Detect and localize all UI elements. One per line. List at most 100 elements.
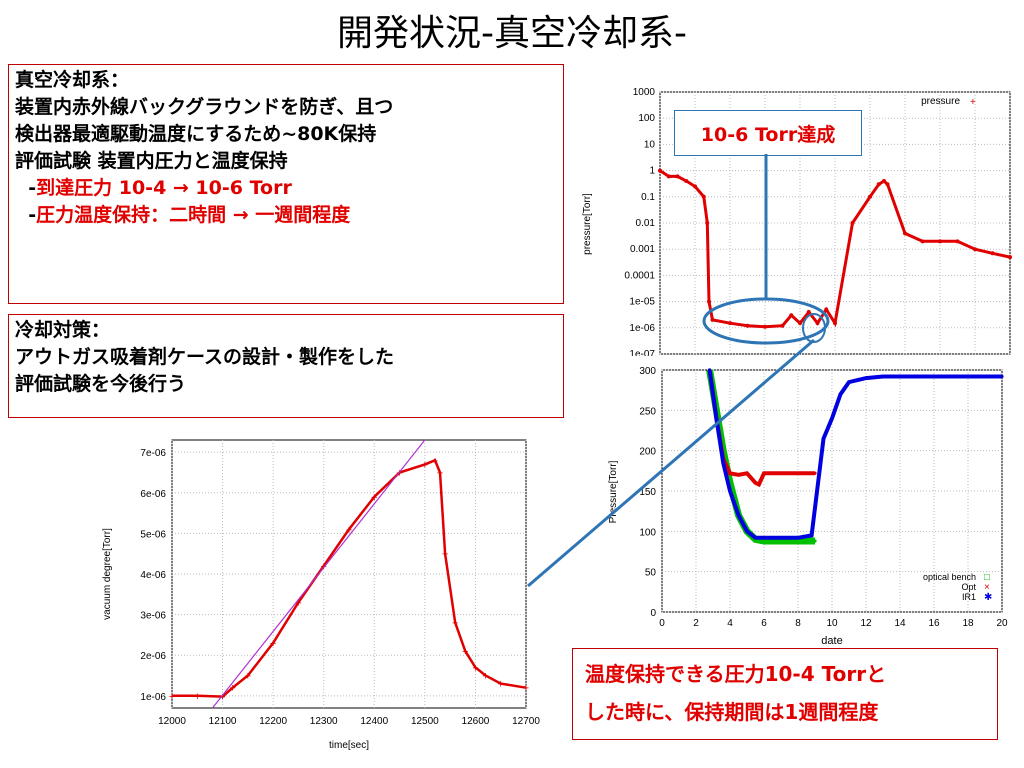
zoom-point: + [245, 671, 251, 683]
temperature-point [864, 376, 868, 380]
holding-period-callout: 温度保持できる圧力10-4 Torrと した時に、保持期間は1週間程度 [572, 648, 998, 740]
pressure-point [973, 247, 977, 252]
pressure-point [876, 182, 881, 187]
temperature-point [813, 471, 817, 475]
pressure-point [693, 184, 697, 189]
temperature-point [810, 533, 814, 537]
temperature-xtick-label: 6 [761, 618, 767, 629]
temperature-point [779, 536, 783, 540]
zoom-ytick-label: 5e-06 [140, 529, 166, 540]
temperature-point [714, 416, 718, 420]
temperature-xtick-label: 10 [826, 618, 838, 629]
temperature-point [821, 436, 826, 441]
pressure-ytick-label: 1000 [633, 87, 656, 98]
temperature-point [757, 482, 761, 487]
zoom-xtick-label: 12700 [512, 716, 540, 727]
pressure-point [710, 317, 715, 322]
pressure-ytick-label: 10 [644, 139, 656, 150]
temperature-point [847, 380, 851, 384]
zoom-fit-line [211, 439, 426, 709]
temperature-xtick-label: 4 [727, 618, 733, 629]
temperature-point [745, 529, 749, 533]
zoom-point: + [396, 467, 402, 479]
pressure-ytick-label: 1 [649, 166, 655, 177]
temperature-xlabel: date [821, 635, 842, 647]
zoom-point: + [229, 683, 235, 695]
zoom-xtick-label: 12500 [411, 716, 439, 727]
pressure-point [824, 307, 829, 312]
zoom-point: + [442, 549, 448, 561]
pressure-point [789, 313, 794, 318]
zoom-xtick-label: 12600 [462, 716, 490, 727]
vacuum-zoom-chart: 12000 12100 12200 12300 12400 12500 12600 12700… [102, 439, 540, 751]
zoom-series-line [172, 458, 527, 698]
temperature-ytick-label: 250 [639, 406, 656, 417]
pressure-point [990, 251, 995, 256]
temperature-point [966, 374, 970, 379]
pressure-point [684, 179, 689, 184]
temperature-point [728, 489, 732, 493]
zoom-point: + [270, 638, 276, 650]
zoom-point: + [169, 691, 175, 703]
pressure-ytick-label: 1e-05 [629, 297, 655, 308]
temperature-point [745, 471, 749, 475]
cooling-measure-text-1: アウトガス吸着剤ケースの設計・製作をした [15, 346, 395, 368]
temperature-point [736, 473, 741, 477]
temperature-xtick-label: 18 [962, 618, 974, 629]
temperature-point [762, 471, 766, 475]
cooling-measure-text-2: 評価試験を今後行う [15, 373, 187, 395]
temperature-point [721, 461, 725, 465]
pressure-point [815, 321, 820, 326]
vacuum-system-text-3: 評価試験 装置内圧力と温度保持 [15, 150, 288, 172]
temperature-ytick-label: 200 [639, 447, 656, 458]
zoom-xtick-label: 12400 [360, 716, 388, 727]
pressure-point [885, 182, 890, 187]
pressure-point [920, 239, 925, 244]
zoom-point: + [437, 467, 443, 479]
pressure-point [850, 221, 855, 225]
zoom-ytick-label: 1e-06 [140, 692, 166, 703]
pressure-point [763, 324, 767, 329]
temperature-point [779, 539, 783, 543]
zoom-xtick-label: 12200 [259, 716, 287, 727]
pressure-point [806, 310, 811, 315]
temperature-point [838, 392, 843, 396]
goal-pressure-prefix: - [28, 177, 37, 199]
pressure-point [833, 321, 837, 326]
pressure-point [745, 323, 750, 328]
pressure-legend-label: pressure [921, 96, 960, 107]
zoom-point: + [295, 597, 301, 609]
zoom-ytick-label: 7e-06 [140, 448, 166, 459]
temperature-series-line [707, 369, 1002, 540]
pressure-point [675, 174, 680, 179]
temperature-point [753, 481, 758, 485]
pressure-ytick-label: 0.0001 [624, 270, 655, 281]
pressure-ytick-label: 0.001 [630, 244, 655, 255]
pressure-point [868, 194, 872, 199]
temperature-series-line [706, 369, 815, 545]
temperature-xtick-label: 2 [693, 618, 699, 629]
goal-hold-text: 圧力温度保持：二時間 → 一週間程度 [36, 204, 351, 226]
zoom-point: + [371, 492, 377, 504]
goal-hold-line: -圧力温度保持：二時間 → 一週間程度 [15, 202, 557, 229]
zoom-point: + [523, 683, 529, 695]
pressure-point [798, 321, 802, 326]
pressure-point [707, 299, 711, 304]
zoom-ytick-label: 4e-06 [140, 570, 166, 581]
temperature-point [796, 471, 800, 475]
temperature-xtick-label: 8 [795, 618, 801, 629]
temperature-point [796, 536, 800, 540]
cooling-measure-heading: 冷却対策： [15, 319, 111, 341]
temperature-ylabel: Pressure[Torr] [608, 460, 619, 523]
temperature-point [932, 374, 936, 379]
temperature-point [881, 374, 885, 379]
pressure-point [1008, 255, 1012, 260]
temperature-point [728, 471, 732, 475]
slide-title: 開発状況-真空冷却系- [337, 13, 687, 54]
temperature-legend-label: Opt [961, 582, 976, 592]
temperature-point [708, 368, 712, 372]
zoom-ytick-label: 2e-06 [140, 651, 166, 662]
pressure-point [955, 239, 960, 244]
vacuum-system-heading: 真空冷却系： [15, 69, 130, 91]
temperature-ytick-label: 100 [639, 527, 656, 538]
